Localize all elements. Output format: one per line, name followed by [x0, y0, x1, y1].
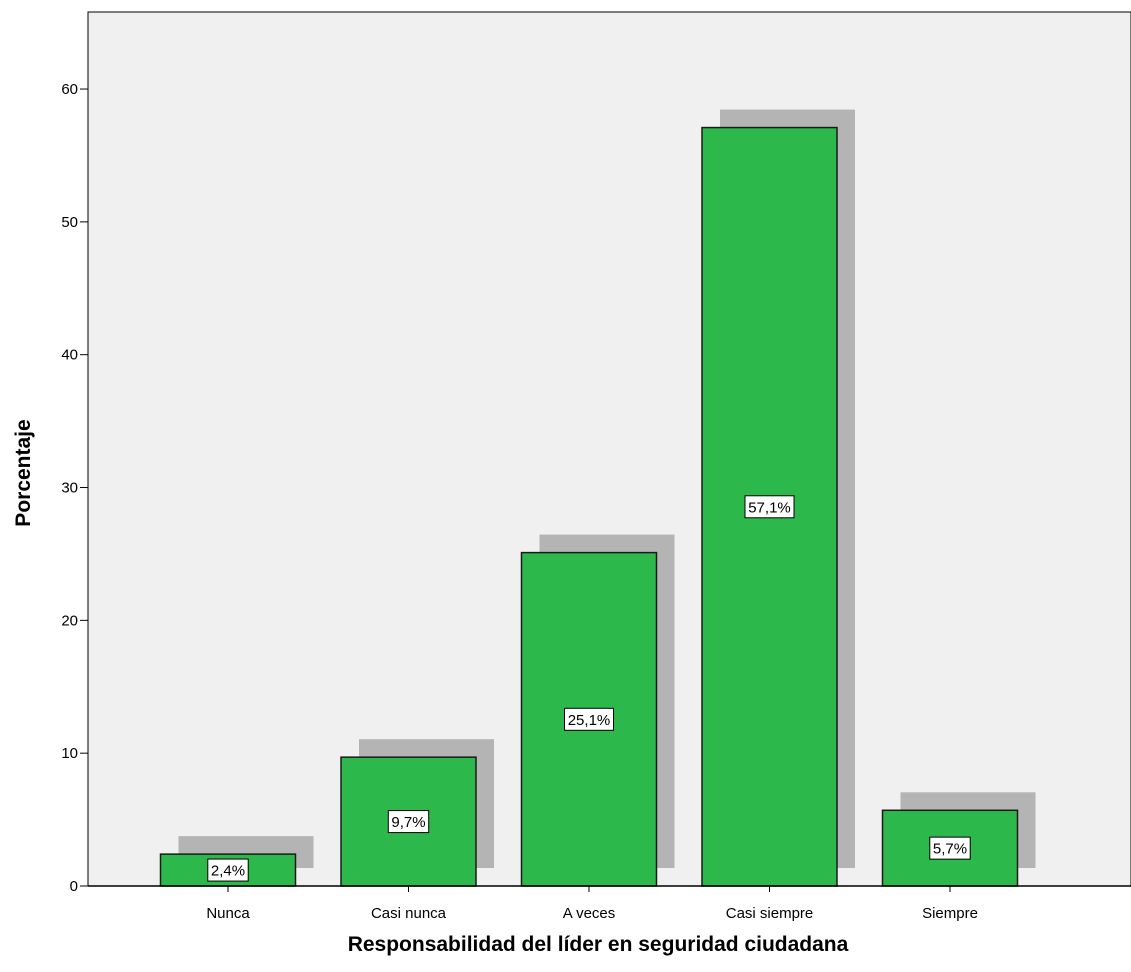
data-label: 2,4% [211, 863, 245, 880]
data-label: 25,1% [568, 712, 611, 729]
data-label-box [929, 836, 971, 860]
x-tick-label: Siempre [922, 905, 978, 922]
data-label-box [744, 495, 795, 519]
y-tick-label: 50 [61, 214, 78, 231]
x-tick-label: A veces [563, 905, 616, 922]
y-axis: 0 10 20 30 40 50 60 [61, 81, 88, 895]
x-axis: Nunca Casi nunca A veces Casi siempre Siempr… [88, 885, 1131, 922]
data-label-box [387, 810, 430, 834]
data-labels: 2,4% 9,7% 25,1% 57,1% 5,7% [207, 495, 971, 882]
y-tick-label: 20 [61, 612, 78, 629]
data-label: 57,1% [748, 499, 791, 516]
x-tick-label: Nunca [206, 905, 250, 922]
y-tick-label: 60 [61, 81, 78, 98]
data-label: 5,7% [933, 841, 967, 858]
x-tick-label: Casi siempre [726, 905, 814, 922]
y-tick-label: 10 [61, 745, 78, 762]
data-label: 9,7% [391, 814, 425, 831]
x-axis-title: Responsabilidad del líder en seguridad c… [348, 933, 849, 956]
y-tick-label: 40 [61, 347, 78, 364]
y-tick-label: 30 [61, 480, 78, 497]
y-axis-title: Porcentaje [12, 419, 35, 526]
data-label-box [564, 707, 614, 731]
y-tick-label: 0 [70, 878, 78, 895]
x-tick-label: Casi nunca [371, 905, 447, 922]
data-label-box [207, 858, 249, 882]
